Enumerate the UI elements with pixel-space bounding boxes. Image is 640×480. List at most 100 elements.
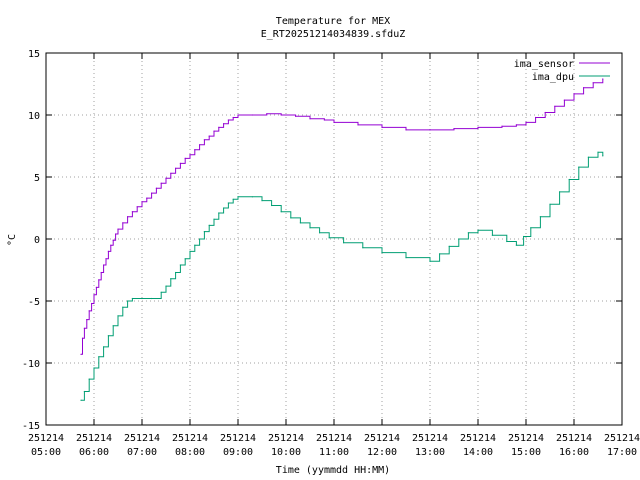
data-point — [592, 82, 594, 84]
x-tick-date-label: 251214 — [28, 433, 64, 444]
data-point — [271, 204, 273, 207]
data-point — [83, 327, 85, 329]
data-point — [115, 233, 117, 235]
data-point — [117, 315, 119, 317]
data-point — [86, 319, 88, 321]
x-tick-time-label: 05:00 — [31, 447, 61, 458]
data-point — [136, 206, 138, 208]
data-point — [218, 212, 220, 214]
x-tick-time-label: 14:00 — [463, 447, 493, 458]
y-axis-label: °C — [7, 234, 18, 246]
data-point — [280, 114, 282, 116]
data-point — [175, 271, 177, 274]
data-point — [98, 279, 100, 281]
data-point — [429, 260, 431, 262]
data-point — [170, 172, 172, 174]
data-point — [160, 182, 162, 184]
data-point — [127, 300, 129, 302]
y-tick-label: 0 — [34, 235, 40, 246]
data-point — [227, 119, 229, 121]
data-point — [559, 191, 561, 193]
x-tick-date-label: 251214 — [316, 433, 352, 444]
data-point — [122, 222, 124, 224]
data-point — [578, 166, 580, 168]
y-tick-label: -5 — [28, 297, 40, 308]
data-point — [448, 245, 450, 247]
data-point — [477, 229, 479, 231]
data-point — [83, 390, 85, 393]
data-point — [141, 201, 143, 203]
y-tick-label: -15 — [22, 421, 40, 432]
data-point — [80, 399, 82, 401]
data-point — [309, 227, 311, 229]
data-point — [208, 224, 210, 226]
data-point — [458, 238, 460, 240]
data-point — [151, 297, 153, 300]
data-point — [146, 197, 148, 199]
data-point — [131, 211, 133, 213]
data-point — [587, 156, 590, 158]
data-point — [525, 121, 527, 123]
legend-label-ima-sensor: ima_sensor — [514, 59, 574, 70]
data-point — [477, 126, 479, 128]
x-tick-date-label: 251214 — [364, 433, 400, 444]
data-point — [266, 113, 268, 115]
data-point — [179, 162, 181, 164]
data-point — [107, 335, 109, 337]
data-point — [112, 239, 114, 241]
y-tick-label: 10 — [28, 111, 40, 122]
x-tick-date-label: 251214 — [172, 433, 208, 444]
data-point — [95, 286, 97, 288]
data-point — [515, 244, 518, 246]
data-point — [107, 250, 109, 252]
x-tick-date-label: 251214 — [604, 433, 640, 444]
x-tick-time-label: 15:00 — [511, 447, 541, 458]
x-tick-date-label: 251214 — [76, 433, 112, 444]
x-tick-time-label: 10:00 — [271, 447, 301, 458]
series-ima-sensor — [80, 78, 604, 355]
x-tick-time-label: 16:00 — [559, 447, 589, 458]
data-point — [98, 356, 100, 358]
data-point — [203, 139, 205, 141]
data-point — [175, 167, 177, 169]
data-point — [213, 130, 215, 132]
data-point — [155, 187, 157, 189]
series-ima-dpu — [80, 151, 604, 401]
x-tick-date-label: 251214 — [124, 433, 160, 444]
data-point — [91, 302, 93, 305]
data-point — [151, 192, 153, 194]
data-point — [199, 144, 201, 146]
data-point — [112, 325, 114, 327]
data-point — [506, 240, 508, 243]
data-point — [323, 119, 325, 121]
data-point — [554, 105, 556, 107]
data-point — [357, 124, 359, 126]
data-point — [88, 378, 90, 380]
data-point — [535, 116, 537, 119]
x-tick-time-label: 12:00 — [367, 447, 397, 458]
y-axis: -15 -10 -5 0 5 10 15 — [22, 49, 622, 432]
data-point — [199, 238, 201, 240]
data-point — [93, 367, 95, 369]
data-point — [429, 129, 431, 131]
data-point — [184, 157, 186, 159]
data-point — [319, 232, 321, 234]
data-point — [237, 196, 239, 198]
data-point — [515, 124, 518, 126]
data-point — [122, 306, 124, 308]
data-point — [100, 271, 102, 274]
data-point — [237, 114, 239, 116]
data-point — [232, 198, 234, 200]
legend-label-ima-dpu: ima_dpu — [532, 72, 574, 83]
data-point — [328, 237, 330, 239]
data-point — [194, 244, 196, 246]
legend: ima_sensor ima_dpu — [514, 59, 610, 83]
data-point — [223, 123, 225, 125]
data-point — [103, 346, 105, 348]
data-point — [80, 353, 82, 355]
data-point — [131, 297, 133, 300]
data-point — [573, 93, 575, 95]
x-axis-label: Time (yymmdd HH:MM) — [276, 465, 390, 476]
data-point — [251, 114, 253, 116]
series-layer — [80, 78, 604, 401]
